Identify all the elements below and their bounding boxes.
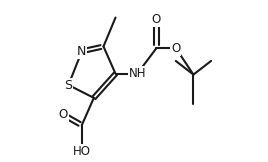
Text: HO: HO [73,145,91,158]
Text: S: S [65,79,72,92]
Text: NH: NH [128,67,146,80]
Text: O: O [59,108,68,121]
Text: N: N [77,45,87,58]
Text: O: O [171,42,180,55]
Text: O: O [152,13,161,26]
